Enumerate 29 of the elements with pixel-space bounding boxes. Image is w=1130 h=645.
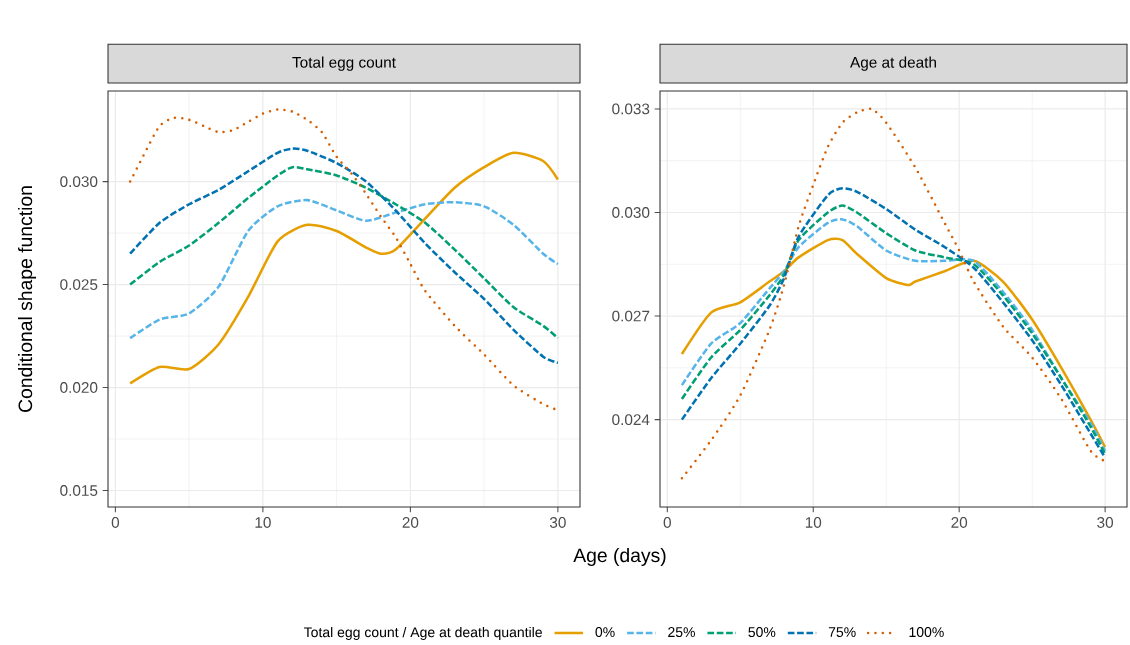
x-tick-label: 0 [663,517,671,528]
y-tick-label: 0.025 [60,279,98,290]
x-tick-label: 10 [255,517,271,528]
line-series [128,198,560,340]
y-tick-label: 0.024 [612,414,650,426]
y-axis-title: Conditional shape function [18,186,37,412]
line-series [680,107,1107,480]
y-tick-label: 0.030 [60,176,98,188]
x-tick-label: 20 [951,517,968,528]
legend-label: 25% [668,627,695,638]
legend-label: 0% [595,627,615,638]
legend-label: 50% [748,627,776,638]
x-tick-label: 10 [805,517,822,528]
legend-title: Total egg count / Age at death quantile [303,626,542,640]
y-tick-label: 0.015 [60,485,98,496]
x-tick-label: 20 [402,517,419,528]
chart-title: Total egg count [292,56,396,71]
y-tick-label: 0.033 [612,103,650,115]
x-tick-label: 0 [111,517,120,528]
y-tick-label: 0.030 [612,207,650,218]
legend-label: 100% [909,627,944,638]
y-tick-label: 0.027 [612,310,650,322]
line-series [128,165,560,340]
y-tick-label: 0.020 [60,382,98,393]
legend-label: 75% [828,627,856,637]
x-tick-label: 30 [549,517,566,528]
x-axis-title: Age (days) [573,547,666,566]
x-tick-label: 30 [1097,517,1114,528]
chart-title: Age at death [850,56,936,71]
